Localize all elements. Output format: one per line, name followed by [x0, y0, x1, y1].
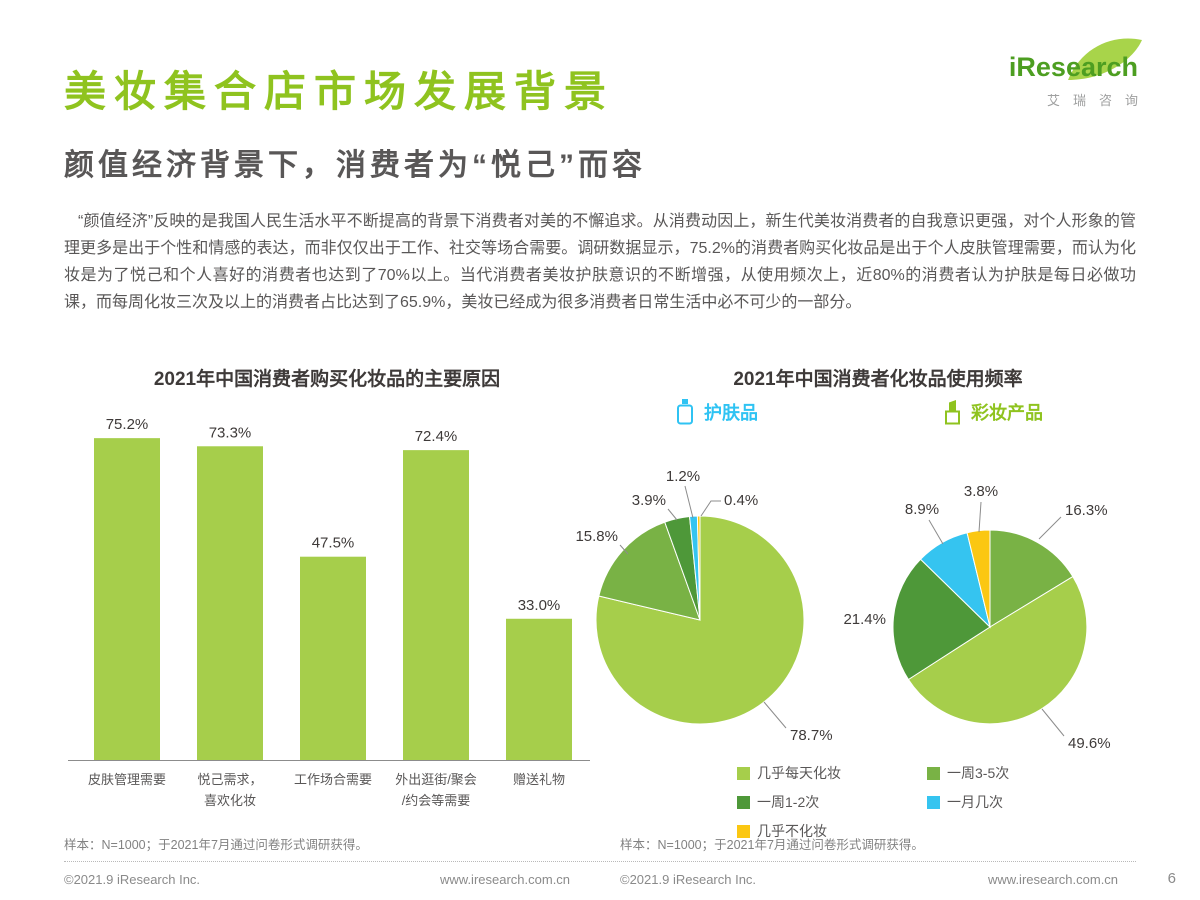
pie-slice [696, 515, 701, 621]
bar-category-label: 皮肤管理需要 [88, 772, 166, 787]
bar-category-label: 工作场合需要 [294, 772, 372, 787]
iresearch-logo: iResearch 艾瑞咨询 [973, 38, 1142, 109]
legend-label: 一周1-2次 [757, 794, 820, 810]
bar-category-label: /约会等需要 [402, 793, 471, 808]
skincare-label: 护肤品 [704, 402, 758, 423]
pie-value-label: 8.9% [905, 501, 939, 518]
page-title: 美妆集合店市场发展背景 [64, 68, 615, 115]
bar-category-label: 外出逛街/聚会 [395, 772, 477, 787]
legend-item: 一周1-2次 [737, 792, 927, 812]
pie-label-leader [667, 508, 678, 521]
legend-item: 一周3-5次 [927, 763, 1077, 783]
bar [94, 438, 160, 760]
pie-charts-note: 样本：N=1000；于2021年7月通过问卷形式调研获得。 [620, 838, 924, 852]
pie-slice [892, 558, 991, 681]
legend-swatch [737, 824, 750, 838]
footer-divider [64, 861, 1136, 862]
bar [506, 618, 572, 760]
bar-chart-note: 样本：N=1000；于2021年7月通过问卷形式调研获得。 [64, 838, 368, 852]
skincare-bottle-icon [677, 399, 693, 425]
legend-item: 几乎每天化妆 [737, 763, 927, 783]
leaf-icon [1068, 38, 1142, 80]
makeup-label: 彩妆产品 [971, 402, 1043, 423]
pie-slice [907, 575, 1088, 725]
page-number: 6 [1167, 870, 1176, 887]
page-subtitle: 颜值经济背景下，消费者为“悦己”而容 [64, 149, 646, 182]
makeup-group-header: 彩妆产品 [942, 398, 1043, 425]
bar-category-label: 悦己需求， [197, 772, 262, 787]
pie-label-leader [978, 501, 982, 533]
legend-item: 几乎不化妆 [737, 821, 927, 841]
bar [300, 556, 366, 760]
bar-chart-title: 2021年中国消费者购买化妆品的主要原因 [153, 369, 501, 390]
legend-label: 一周3-5次 [947, 765, 1010, 781]
bar-value-label: 75.2% [106, 416, 149, 433]
footer-website-left: www.iresearch.com.cn [440, 872, 571, 887]
pie-value-label: 21.4% [843, 611, 886, 628]
pie-label-leader [1038, 516, 1062, 540]
bar [403, 450, 469, 760]
pie-slice [989, 529, 1074, 628]
pie-label-leader [763, 701, 787, 729]
logo-brand-text: iResearch [1008, 52, 1138, 82]
logo-brand-cn: 艾瑞咨询 [1046, 93, 1151, 108]
pie-label-leader [928, 519, 944, 545]
footer-website-right: www.iresearch.com.cn [988, 872, 1119, 887]
bar-value-label: 72.4% [415, 428, 458, 445]
pie-legend: 几乎每天化妆 一周3-5次一周1-2次 一月几次几乎不化妆 [737, 763, 1077, 841]
pie-value-label: 3.8% [964, 483, 998, 500]
pie-label-leader [619, 544, 629, 555]
pie-slice [595, 515, 805, 725]
legend-label: 几乎不化妆 [757, 823, 827, 839]
pie-value-label: 49.6% [1068, 735, 1111, 752]
pie-value-label: 15.8% [575, 528, 618, 545]
pie-value-label: 3.9% [632, 492, 666, 509]
legend-swatch [927, 766, 940, 780]
pie-slice [966, 529, 991, 628]
pie-charts-title: 2021年中国消费者化妆品使用频率 [733, 369, 1023, 390]
lipstick-icon [945, 400, 960, 425]
bar-chart: 75.2% 皮肤管理需要 73.3% 悦己需求， 喜欢化妆 47.5% 工作场合需要 72.4… [68, 416, 590, 808]
pie-label-leader [700, 500, 721, 517]
bar-value-label: 33.0% [518, 597, 561, 614]
legend-swatch [737, 766, 750, 780]
legend-item: 一月几次 [927, 792, 1077, 812]
pie-value-label: 0.4% [724, 492, 758, 509]
makeup-pie-chart: 16.3% 49.6% 21.4% 8.9% 3.8% [843, 483, 1111, 752]
legend-label: 几乎每天化妆 [757, 765, 841, 781]
intro-paragraph: “颜值经济”反映的是我国人民生活水平不断提高的背景下消费者对美的不懈追求。从消费… [64, 213, 1136, 311]
pie-value-label: 78.7% [790, 727, 833, 744]
pie-value-label: 1.2% [666, 468, 700, 485]
bar-category-label: 喜欢化妆 [204, 793, 256, 808]
pie-label-leader [1041, 708, 1065, 737]
footer-copyright-left: ©2021.9 iResearch Inc. [64, 872, 201, 887]
bar [197, 446, 263, 760]
pie-slice [598, 521, 701, 621]
bar-value-label: 47.5% [312, 535, 355, 552]
bar-category-label: 赠送礼物 [513, 772, 565, 787]
legend-label: 一月几次 [947, 794, 1003, 810]
pie-value-label: 16.3% [1065, 502, 1108, 519]
legend-swatch [927, 795, 940, 809]
bar-value-label: 73.3% [209, 424, 252, 441]
pie-label-leader [684, 485, 694, 519]
skincare-pie-chart: 78.7% 15.8% 3.9%1.2% 0.4% [575, 468, 833, 744]
skincare-group-header: 护肤品 [674, 398, 758, 425]
legend-swatch [737, 795, 750, 809]
footer-copyright-right: ©2021.9 iResearch Inc. [620, 872, 757, 887]
